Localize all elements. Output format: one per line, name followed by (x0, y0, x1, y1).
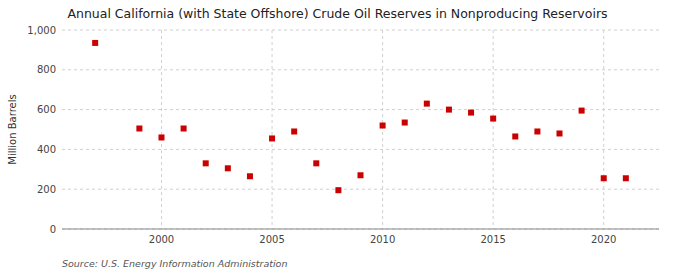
x-tick-label: 2000 (149, 234, 174, 245)
x-tick-label: 2005 (259, 234, 284, 245)
point (335, 187, 341, 193)
y-grid-line (62, 229, 659, 230)
point (512, 133, 518, 139)
x-grid-line (603, 30, 604, 229)
point (92, 40, 98, 46)
grid (62, 30, 659, 229)
point (269, 135, 275, 141)
x-axis-line (62, 229, 659, 230)
y-grid-line (62, 69, 659, 70)
x-grid-line (382, 30, 383, 229)
point (468, 110, 474, 116)
y-tick-label: 0 (50, 224, 56, 235)
x-tick-label: 2020 (591, 234, 616, 245)
point (136, 126, 142, 132)
point (623, 175, 629, 181)
axes: 0 200 400 600 800 1,000 2000 2005 2010 2015 2020 Mi… (7, 25, 659, 246)
point (579, 108, 585, 114)
chart-container: Annual California (with State Offshore) … (0, 0, 675, 275)
y-tick-label: 1,000 (27, 25, 56, 36)
title: Annual California (with State Offshore) … (67, 6, 607, 21)
y-grid-line (62, 109, 659, 110)
point (601, 175, 607, 181)
chart: Annual California (with State Offshore) … (0, 0, 675, 275)
point (203, 160, 209, 166)
x-grid-line (272, 30, 273, 229)
point (313, 160, 319, 166)
y-grid-line (62, 189, 659, 190)
point (446, 107, 452, 113)
point (225, 165, 231, 171)
point (402, 120, 408, 126)
point (380, 123, 386, 129)
point (424, 101, 430, 107)
y-tick-label: 200 (37, 184, 56, 195)
point (247, 173, 253, 179)
point (490, 116, 496, 122)
point (159, 134, 165, 140)
y-tick-label: 400 (37, 144, 56, 155)
y-grid-line (62, 149, 659, 150)
y-tick-label: 600 (37, 104, 56, 115)
point (534, 128, 540, 134)
y-grid-line (62, 30, 659, 31)
x-tick-label: 2010 (370, 234, 395, 245)
point (181, 126, 187, 132)
source-note: Source: U.S. Energy Information Administ… (62, 258, 287, 269)
x-grid-line (161, 30, 162, 229)
points (92, 40, 629, 193)
y-axis-label: Million Barrels (7, 94, 18, 164)
point (358, 172, 364, 178)
x-grid-line (493, 30, 494, 229)
x-tick-label: 2015 (480, 234, 505, 245)
point (291, 128, 297, 134)
point (557, 130, 563, 136)
y-tick-label: 800 (37, 64, 56, 75)
